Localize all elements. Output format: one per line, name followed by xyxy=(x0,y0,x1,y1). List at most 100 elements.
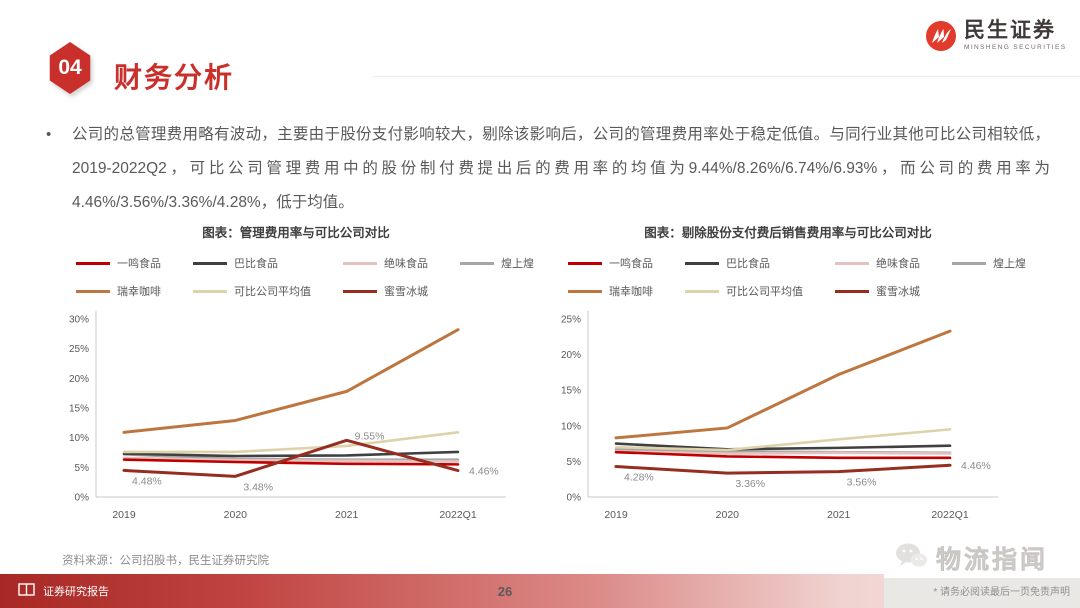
svg-text:5%: 5% xyxy=(75,463,90,474)
page-number: 26 xyxy=(497,583,513,599)
legend-item: 巴比食品 xyxy=(193,255,311,271)
legend-line-swatch xyxy=(76,261,110,265)
summary-bullet: • 公司的总管理费用略有波动，主要由于股份支付影响较大，剔除该影响后，公司的管理… xyxy=(46,118,1050,220)
legend-item: 巴比食品 xyxy=(685,255,803,271)
chart-title: 图表：管理费用率与可比公司对比 xyxy=(202,226,390,240)
legend-line-swatch xyxy=(835,289,869,293)
svg-text:15%: 15% xyxy=(69,404,89,415)
minsheng-logo-icon xyxy=(925,20,957,57)
legend-label: 一鸣食品 xyxy=(609,258,653,270)
legend-label: 巴比食品 xyxy=(726,258,770,270)
svg-text:4.28%: 4.28% xyxy=(624,472,654,484)
svg-text:2020: 2020 xyxy=(716,509,740,521)
bullet-marker: • xyxy=(46,126,52,143)
legend-item: 瑞幸咖啡 xyxy=(76,283,161,299)
legend-item: 一鸣食品 xyxy=(568,255,653,271)
legend-line-swatch xyxy=(835,261,869,265)
sales-expense-chart: 图表：剔除股份支付费后销售费用率与可比公司对比 一鸣食品 巴比食品 绝味食品 煌上煌瑞… xyxy=(552,222,1026,535)
svg-text:2021: 2021 xyxy=(827,509,851,521)
legend-line-swatch xyxy=(685,261,719,265)
svg-text:2022Q1: 2022Q1 xyxy=(439,509,477,521)
legend-label: 可比公司平均值 xyxy=(726,286,803,298)
svg-text:2022Q1: 2022Q1 xyxy=(931,509,969,521)
legend-item: 煌上煌 xyxy=(952,255,1026,271)
legend-line-swatch xyxy=(343,261,377,265)
svg-text:3.36%: 3.36% xyxy=(735,478,765,490)
legend-label: 蜜雪冰城 xyxy=(876,286,920,298)
legend-label: 瑞幸咖啡 xyxy=(117,286,161,298)
legend-label: 可比公司平均值 xyxy=(234,286,311,298)
svg-text:0%: 0% xyxy=(567,493,582,504)
legend-label: 巴比食品 xyxy=(234,258,278,270)
logo-name: 民生证券 xyxy=(964,19,1056,42)
legend-item: 绝味食品 xyxy=(343,255,428,271)
book-icon xyxy=(18,583,35,599)
svg-text:9.55%: 9.55% xyxy=(355,430,385,442)
page-title: 财务分析 xyxy=(114,62,235,93)
svg-text:3.48%: 3.48% xyxy=(243,481,273,493)
line-chart-plot: 0% 5% 10% 15% 20% 25% 2019 2020 2021 2022Q1 4.28% 3… xyxy=(552,303,1024,535)
legend-label: 煌上煌 xyxy=(993,258,1026,270)
legend-item: 可比公司平均值 xyxy=(193,283,311,299)
chart-legend: 一鸣食品 巴比食品 绝味食品 煌上煌瑞幸咖啡 可比公司平均值 蜜雪冰城 xyxy=(60,241,534,299)
legend-item: 瑞幸咖啡 xyxy=(568,283,653,299)
legend-label: 绝味食品 xyxy=(384,258,428,270)
svg-text:0%: 0% xyxy=(75,493,90,504)
legend-line-swatch xyxy=(193,289,227,293)
svg-text:2020: 2020 xyxy=(224,509,248,521)
svg-text:2021: 2021 xyxy=(335,509,359,521)
svg-text:4.48%: 4.48% xyxy=(132,475,162,487)
legend-item: 煌上煌 xyxy=(460,255,534,271)
watermark: 物流指闻 xyxy=(884,538,1080,578)
legend-item: 蜜雪冰城 xyxy=(343,283,428,299)
source-note: 资料来源：公司招股书，民生证券研究院 xyxy=(62,555,269,567)
footer-disclaimer: * 请务必阅读最后一页免责声明 xyxy=(884,578,1080,608)
svg-text:10%: 10% xyxy=(561,421,581,432)
logo-subtitle: MINSHENG SECURITIES xyxy=(964,44,1067,51)
legend-line-swatch xyxy=(343,289,377,293)
svg-text:2019: 2019 xyxy=(604,509,628,521)
svg-text:10%: 10% xyxy=(69,433,89,444)
svg-text:30%: 30% xyxy=(69,315,89,326)
legend-item: 可比公司平均值 xyxy=(685,283,803,299)
footer-left: 证券研究报告 xyxy=(18,583,109,599)
svg-text:20%: 20% xyxy=(561,350,581,361)
svg-text:25%: 25% xyxy=(69,344,89,355)
legend-line-swatch xyxy=(568,261,602,265)
legend-label: 煌上煌 xyxy=(501,258,534,270)
summary-text: 公司的总管理费用略有波动，主要由于股份支付影响较大，剔除该影响后，公司的管理费用… xyxy=(72,126,1050,211)
legend-line-swatch xyxy=(460,261,494,265)
legend-label: 一鸣食品 xyxy=(117,258,161,270)
section-number: 04 xyxy=(49,42,91,94)
svg-text:5%: 5% xyxy=(567,457,582,468)
svg-text:4.46%: 4.46% xyxy=(469,466,499,478)
section-number-badge: 04 xyxy=(48,42,94,98)
legend-line-swatch xyxy=(568,289,602,293)
wechat-icon xyxy=(894,542,928,575)
footer-report-type: 证券研究报告 xyxy=(43,586,109,598)
legend-label: 瑞幸咖啡 xyxy=(609,286,653,298)
company-logo: 民生证券 MINSHENG SECURITIES xyxy=(925,20,1066,57)
chart-legend: 一鸣食品 巴比食品 绝味食品 煌上煌瑞幸咖啡 可比公司平均值 蜜雪冰城 xyxy=(552,241,1026,299)
chart-title: 图表：剔除股份支付费后销售费用率与可比公司对比 xyxy=(644,226,932,240)
legend-label: 绝味食品 xyxy=(876,258,920,270)
legend-line-swatch xyxy=(193,261,227,265)
watermark-text: 物流指闻 xyxy=(936,546,1049,575)
legend-line-swatch xyxy=(76,289,110,293)
legend-label: 蜜雪冰城 xyxy=(384,286,428,298)
legend-line-swatch xyxy=(685,289,719,293)
svg-text:15%: 15% xyxy=(561,386,581,397)
header-divider xyxy=(372,76,1080,77)
svg-text:20%: 20% xyxy=(69,374,89,385)
svg-text:4.46%: 4.46% xyxy=(961,460,991,472)
legend-item: 绝味食品 xyxy=(835,255,920,271)
line-chart-plot: 0% 5% 10% 15% 20% 25% 30% 2019 2020 2021 2022Q1 4.4… xyxy=(60,303,532,535)
legend-line-swatch xyxy=(952,261,986,265)
svg-text:3.56%: 3.56% xyxy=(847,477,877,489)
legend-item: 蜜雪冰城 xyxy=(835,283,920,299)
management-expense-chart: 图表：管理费用率与可比公司对比 一鸣食品 巴比食品 绝味食品 煌上煌瑞幸咖啡 可比公司平… xyxy=(60,222,534,535)
svg-text:25%: 25% xyxy=(561,315,581,326)
legend-item: 一鸣食品 xyxy=(76,255,161,271)
svg-text:2019: 2019 xyxy=(112,509,136,521)
